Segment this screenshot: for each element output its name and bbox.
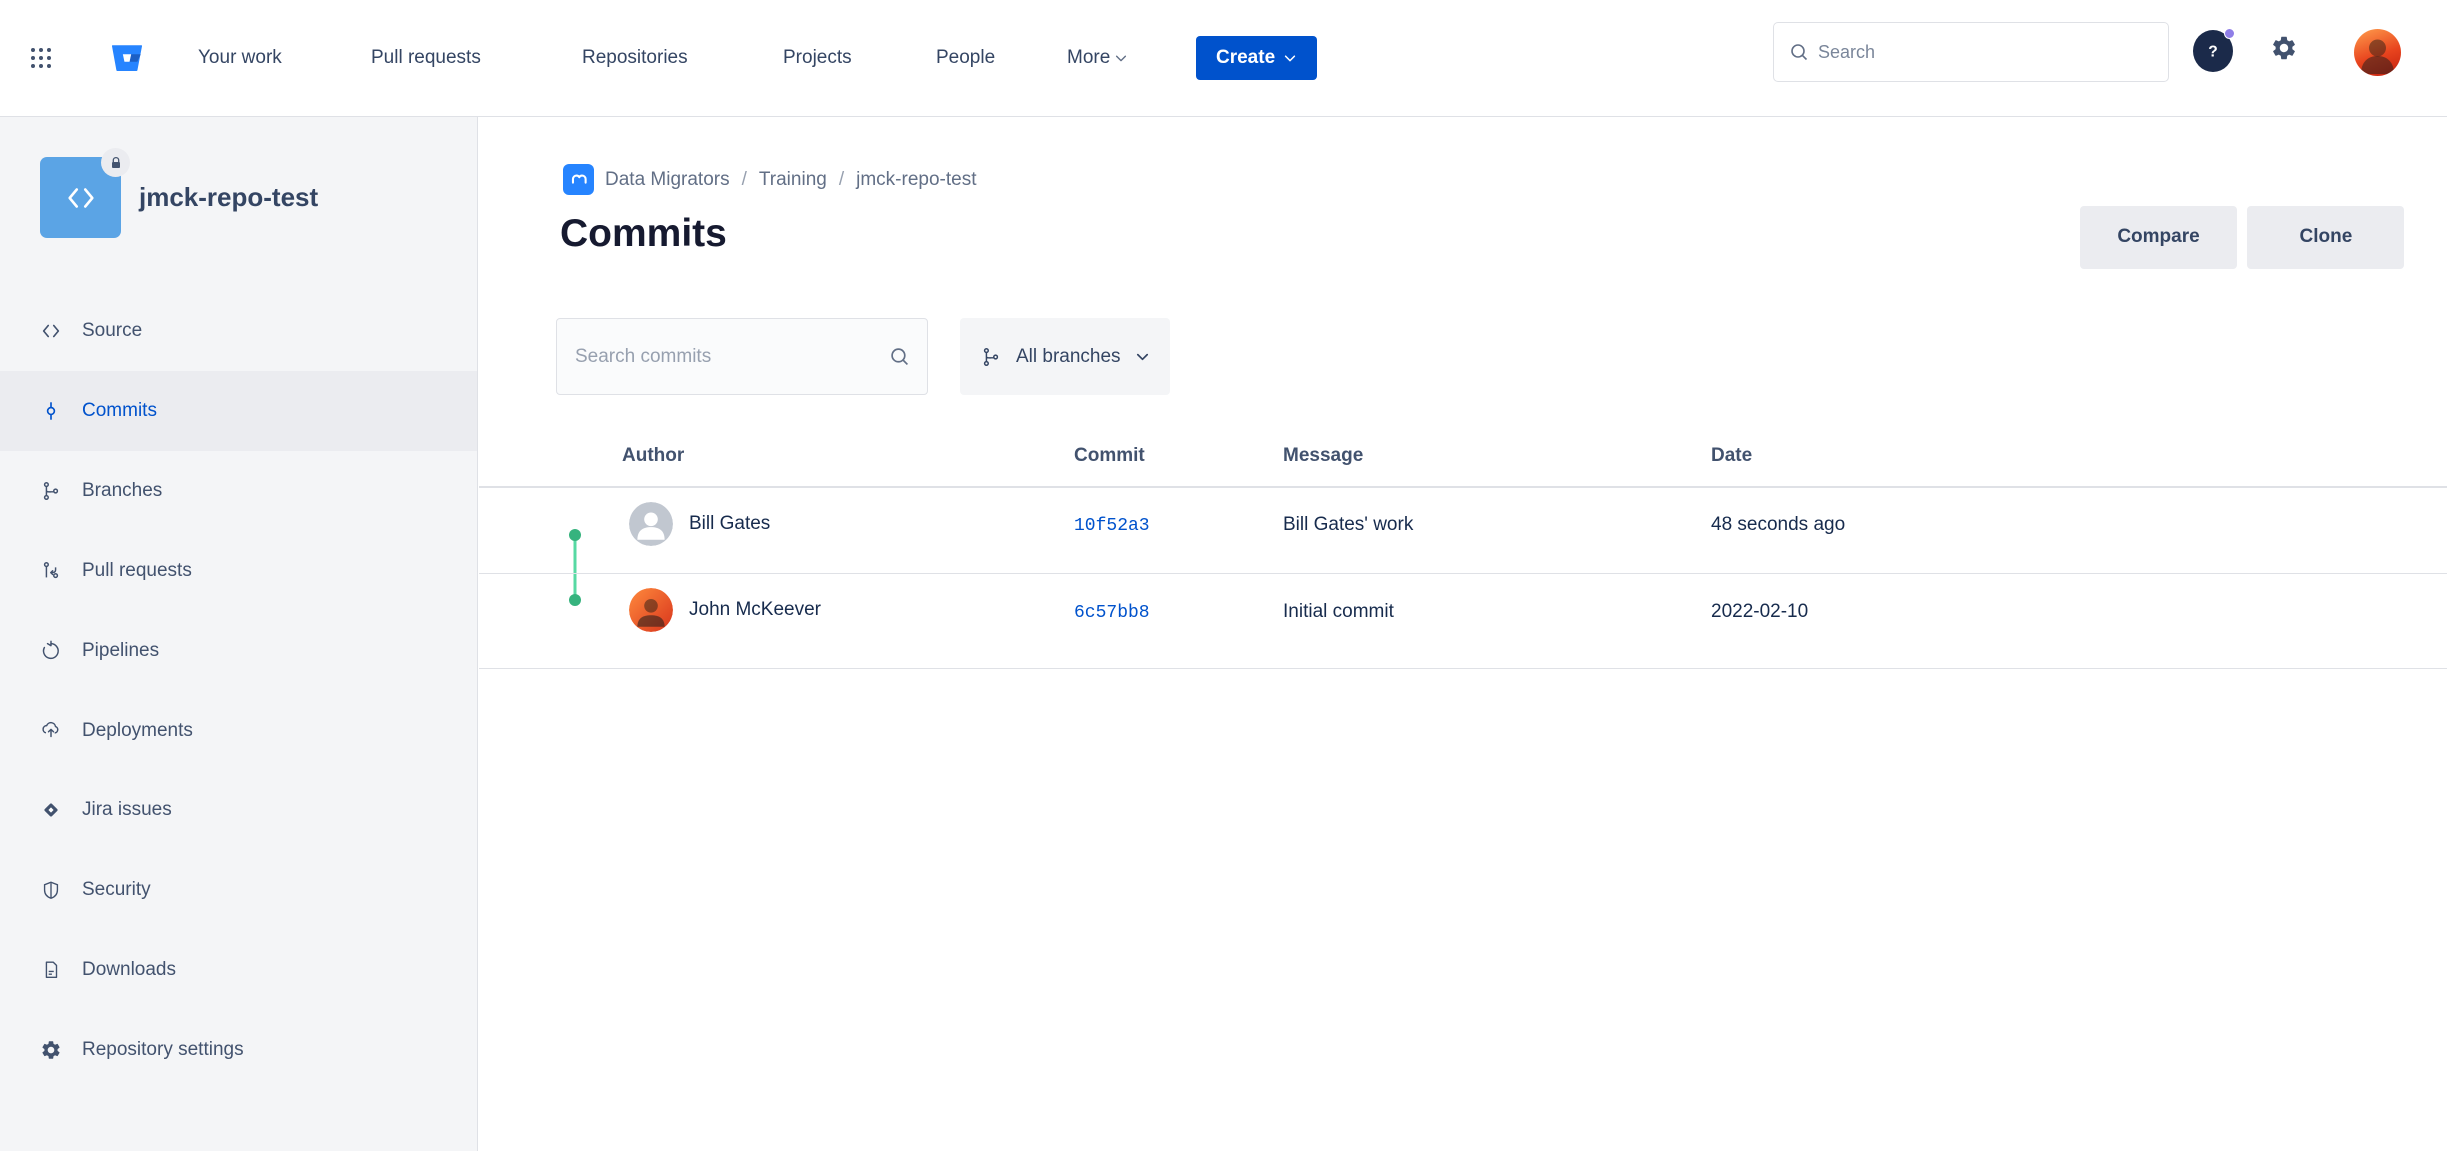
- svg-text:?: ?: [2208, 43, 2218, 60]
